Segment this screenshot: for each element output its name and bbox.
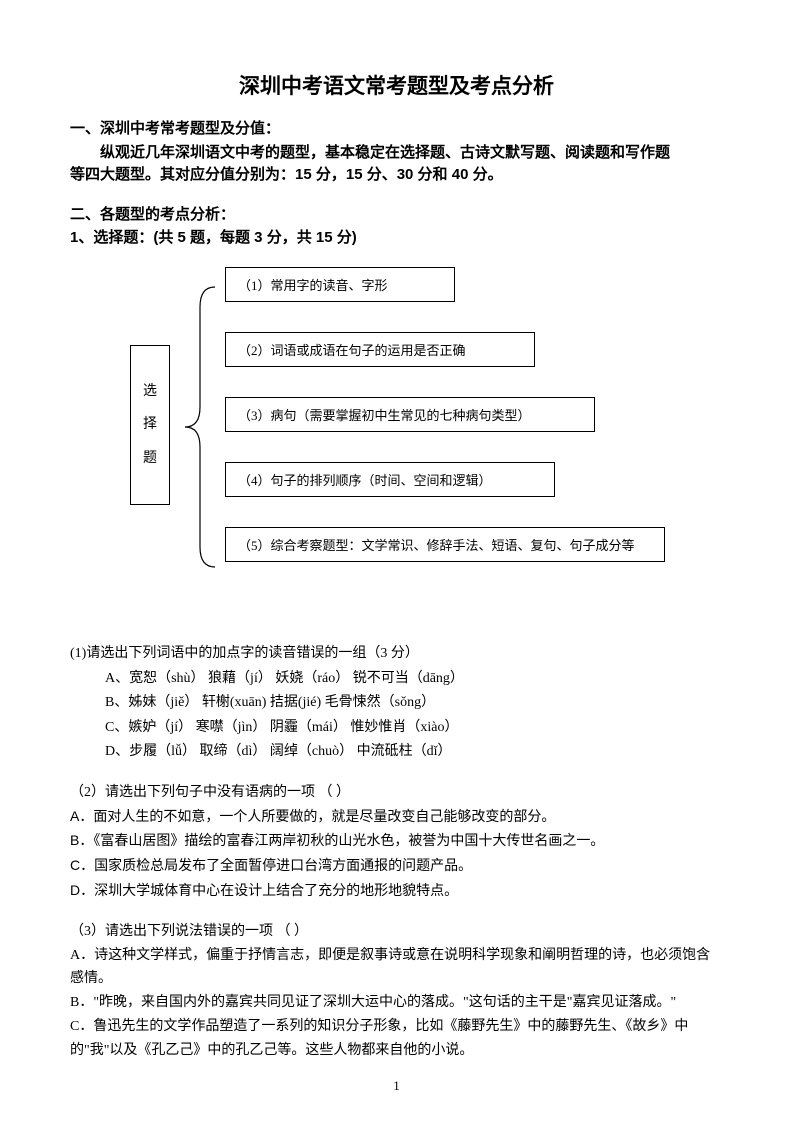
page-number: 1 bbox=[0, 1078, 793, 1094]
q2-opt-a: A．面对人生的不如意，一个人所要做的，就是尽量改变自己能够改变的部分。 bbox=[70, 805, 723, 830]
brace-icon bbox=[180, 277, 220, 577]
diagram-item-5: （5）综合考察题型：文学常识、修辞手法、短语、复句、句子成分等 bbox=[225, 527, 665, 562]
q2-opt-b: B．《富春山居图》描绘的富春江两岸初秋的山光水色，被誉为中国十大传世名画之一。 bbox=[70, 829, 723, 854]
section2-sub: 1、选择题：(共 5 题，每题 3 分，共 15 分) bbox=[70, 227, 723, 250]
q1-opt-c: C、嫉妒（jí） 寒噤（jìn） 阴霾（mái） 惟妙惟肖（xiào） bbox=[70, 716, 723, 741]
section1-header: 一、深圳中考常考题型及分值： bbox=[70, 118, 723, 141]
q1-opt-b: B、姊妹（jiě） 轩榭(xuān) 拮据(jié) 毛骨悚然（sǒng） bbox=[70, 691, 723, 716]
question-1: (1)请选出下列词语中的加点字的读音错误的一组（3 分） A、宽恕（shù） 狼… bbox=[70, 642, 723, 765]
q3-opt-b: B．"昨晚，来自国内外的嘉宾共同见证了深圳大运中心的落成。"这句话的主干是"嘉宾… bbox=[70, 991, 723, 1015]
diagram-root: 选 择 题 bbox=[130, 345, 170, 505]
q2-opt-d: D．深圳大学城体育中心在设计上结合了充分的地形地貌特点。 bbox=[70, 879, 723, 904]
diagram-item-3: （3）病句（需要掌握初中生常见的七种病句类型） bbox=[225, 397, 595, 432]
q1-stem: (1)请选出下列词语中的加点字的读音错误的一组（3 分） bbox=[70, 642, 723, 667]
q1-opt-a: A、宽恕（shù） 狼藉（jí） 妖娆（ráo） 锐不可当（dāng） bbox=[70, 667, 723, 692]
diagram-item-2: （2）词语或成语在句子的运用是否正确 bbox=[225, 332, 535, 367]
section2-header: 二、各题型的考点分析： bbox=[70, 204, 723, 227]
q3-opt-a: A．诗这种文学样式，偏重于抒情言志，即便是叙事诗或意在说明科学现象和阐明哲理的诗… bbox=[70, 944, 723, 992]
q1-opt-d: D、步履（lǚ） 取缔（dì） 阔绰（chuò） 中流砥柱（dǐ） bbox=[70, 740, 723, 765]
diagram-item-4: （4）句子的排列顺序（时间、空间和逻辑） bbox=[225, 462, 555, 497]
section1-line2: 等四大题型。其对应分值分别为：15 分，15 分、30 分和 40 分。 bbox=[70, 164, 723, 187]
question-2: （2）请选出下列句子中没有语病的一项 （ ） A．面对人生的不如意，一个人所要做… bbox=[70, 781, 723, 904]
section1-line1: 纵观近几年深圳语文中考的题型，基本稳定在选择题、古诗文默写题、阅读题和写作题 bbox=[70, 141, 723, 164]
q2-opt-c: C．国家质检总局发布了全面暂停进口台湾方面通报的问题产品。 bbox=[70, 854, 723, 879]
page-title: 深圳中考语文常考题型及考点分析 bbox=[70, 70, 723, 100]
q3-stem: （3）请选出下列说法错误的一项 （ ） bbox=[70, 920, 723, 944]
root-char2: 择 bbox=[143, 408, 157, 442]
question-3: （3）请选出下列说法错误的一项 （ ） A．诗这种文学样式，偏重于抒情言志，即便… bbox=[70, 920, 723, 1063]
root-char3: 题 bbox=[143, 442, 157, 476]
diagram: 选 择 题 （1）常用字的读音、字形 （2）词语或成语在句子的运用是否正确 （3… bbox=[70, 267, 723, 587]
diagram-item-1: （1）常用字的读音、字形 bbox=[225, 267, 455, 302]
q2-stem: （2）请选出下列句子中没有语病的一项 （ ） bbox=[70, 781, 723, 805]
root-char1: 选 bbox=[143, 375, 157, 409]
q3-opt-c: C．鲁迅先生的文学作品塑造了一系列的知识分子形象，比如《藤野先生》中的藤野先生、… bbox=[70, 1015, 723, 1063]
